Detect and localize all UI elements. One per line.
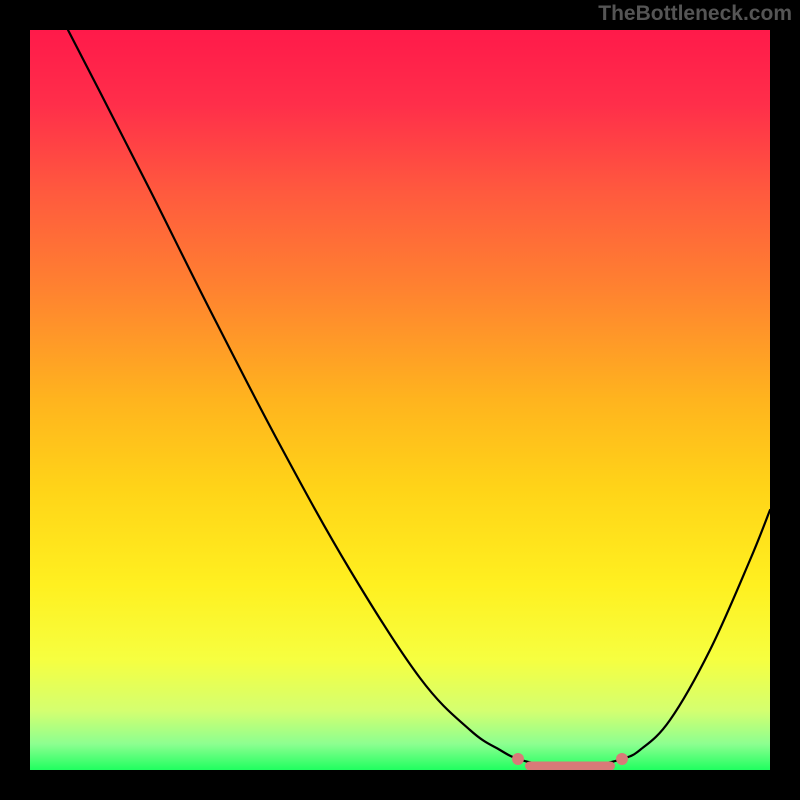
watermark-text: TheBottleneck.com <box>598 2 792 26</box>
highlight-dot-1 <box>616 753 628 765</box>
chart-curve <box>30 30 770 770</box>
highlight-pill <box>525 761 615 770</box>
highlight-dot-0 <box>512 753 524 765</box>
plot-area <box>30 30 770 770</box>
